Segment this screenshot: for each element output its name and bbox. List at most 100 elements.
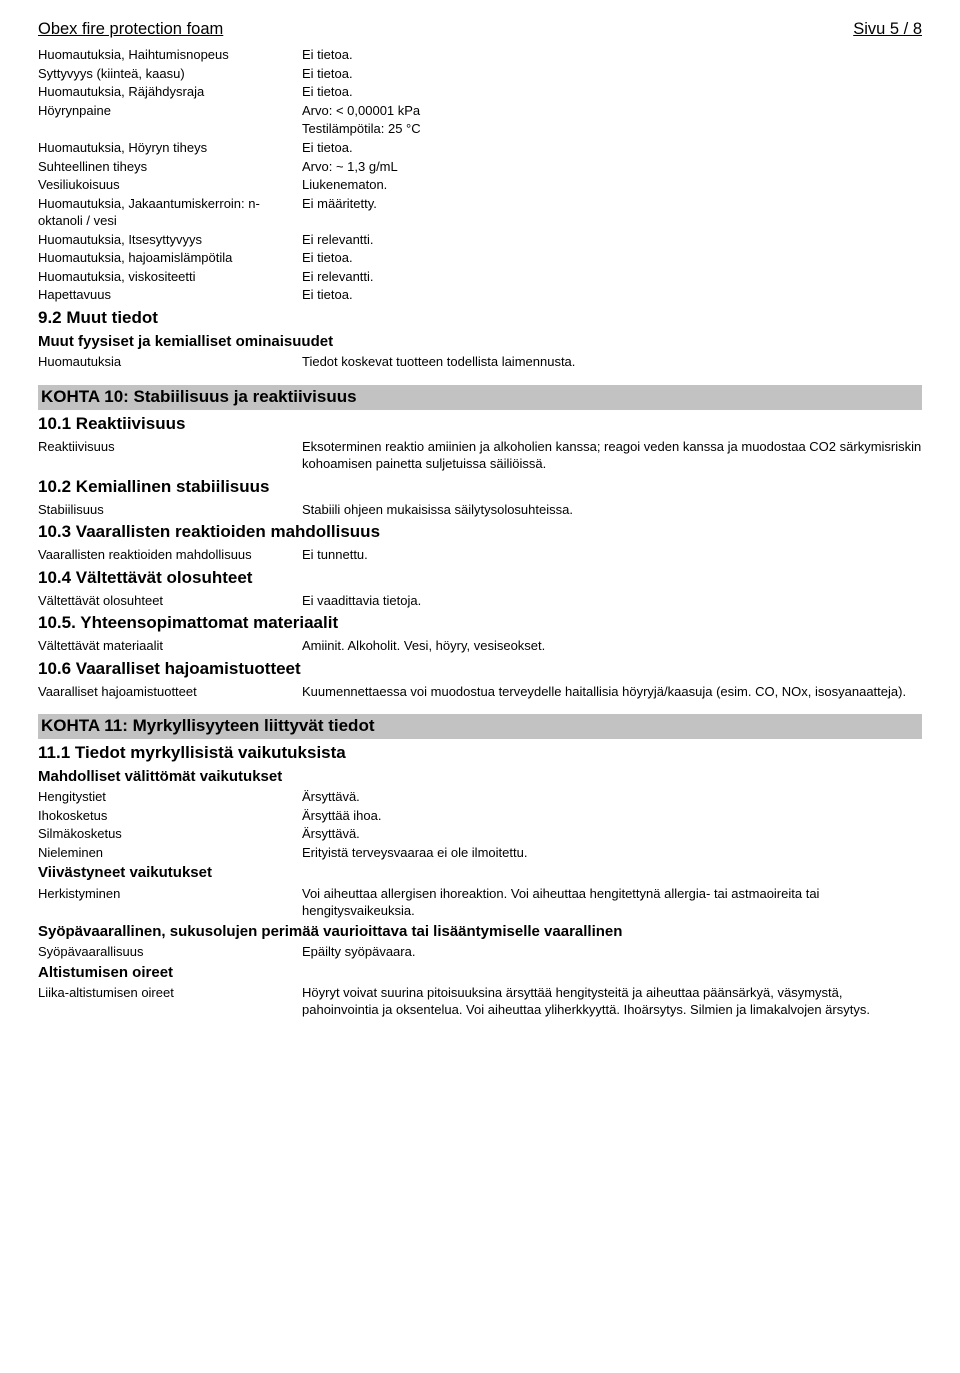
kv-row: Liika-altistumisen oireetHöyryt voivat s…: [38, 984, 922, 1019]
prop-row: VesiliukoisuusLiukenematon.: [38, 176, 922, 194]
prop-row: Huomautuksia, viskositeettiEi relevantti…: [38, 268, 922, 286]
prop-row: Testilämpötila: 25 °C: [38, 120, 922, 138]
kv-key: Herkistyminen: [38, 885, 302, 920]
delayed-effects-title: Viivästyneet vaikutukset: [38, 863, 922, 883]
kv-row: NieleminenErityistä terveysvaaraa ei ole…: [38, 844, 922, 862]
kv-val: Epäilty syöpävaara.: [302, 943, 922, 961]
kv-val: Ärsyttävä.: [302, 825, 922, 843]
immediate-effects-title: Mahdolliset välittömät vaikutukset: [38, 767, 922, 787]
kv-key: Stabiilisuus: [38, 501, 302, 519]
prop-key: Huomautuksia, hajoamislämpötila: [38, 249, 302, 267]
prop-key: Huomautuksia, Jakaantumiskerroin: n-okta…: [38, 195, 302, 230]
kv-val: Ärsyttävä.: [302, 788, 922, 806]
kv-val: Erityistä terveysvaaraa ei ole ilmoitett…: [302, 844, 922, 862]
prop-key: [38, 120, 302, 138]
prop-val: Ei tietoa.: [302, 46, 922, 64]
properties-block: Huomautuksia, HaihtumisnopeusEi tietoa. …: [38, 46, 922, 304]
kv-key: Vaaralliset hajoamistuotteet: [38, 683, 302, 701]
prop-row: Huomautuksia, HaihtumisnopeusEi tietoa.: [38, 46, 922, 64]
prop-key: Huomautuksia, Räjähdysraja: [38, 83, 302, 101]
kv-key: Reaktiivisuus: [38, 438, 302, 473]
kv-key: Nieleminen: [38, 844, 302, 862]
prop-row: HapettavuusEi tietoa.: [38, 286, 922, 304]
kv-row: HerkistyminenVoi aiheuttaa allergisen ih…: [38, 885, 922, 920]
kv-row: HuomautuksiaTiedot koskevat tuotteen tod…: [38, 353, 922, 371]
kv-key: Vältettävät materiaalit: [38, 637, 302, 655]
kv-val: Ärsyttää ihoa.: [302, 807, 922, 825]
prop-key: Suhteellinen tiheys: [38, 158, 302, 176]
kv-key: Vältettävät olosuhteet: [38, 592, 302, 610]
kv-val: Voi aiheuttaa allergisen ihoreaktion. Vo…: [302, 885, 922, 920]
page-number: Sivu 5 / 8: [853, 18, 922, 40]
prop-row: HöyrynpaineArvo: < 0,00001 kPa: [38, 102, 922, 120]
section-10-3-title: 10.3 Vaarallisten reaktioiden mahdollisu…: [38, 521, 922, 544]
kv-row: Vaarallisten reaktioiden mahdollisuusEi …: [38, 546, 922, 564]
prop-key: Hapettavuus: [38, 286, 302, 304]
kv-val: Eksoterminen reaktio amiinien ja alkohol…: [302, 438, 922, 473]
section-10-6-title: 10.6 Vaaralliset hajoamistuotteet: [38, 658, 922, 681]
kv-key: Silmäkosketus: [38, 825, 302, 843]
kv-row: Vaaralliset hajoamistuotteetKuumennettae…: [38, 683, 922, 701]
section-11-bar: KOHTA 11: Myrkyllisyyteen liittyvät tied…: [38, 714, 922, 739]
prop-row: Syttyvyys (kiinteä, kaasu)Ei tietoa.: [38, 65, 922, 83]
prop-row: Huomautuksia, Höyryn tiheysEi tietoa.: [38, 139, 922, 157]
prop-val: Ei tietoa.: [302, 249, 922, 267]
prop-val: Arvo: < 0,00001 kPa: [302, 102, 922, 120]
section-10-1-title: 10.1 Reaktiivisuus: [38, 413, 922, 436]
kv-val: Kuumennettaessa voi muodostua terveydell…: [302, 683, 922, 701]
prop-key: Syttyvyys (kiinteä, kaasu): [38, 65, 302, 83]
section-10-2-title: 10.2 Kemiallinen stabiilisuus: [38, 476, 922, 499]
kv-key: Vaarallisten reaktioiden mahdollisuus: [38, 546, 302, 564]
prop-row: Huomautuksia, Jakaantumiskerroin: n-okta…: [38, 195, 922, 230]
prop-key: Höyrynpaine: [38, 102, 302, 120]
kv-row: IhokosketusÄrsyttää ihoa.: [38, 807, 922, 825]
kv-key: Liika-altistumisen oireet: [38, 984, 302, 1019]
kv-val: Ei vaadittavia tietoja.: [302, 592, 922, 610]
kv-row: HengitystietÄrsyttävä.: [38, 788, 922, 806]
prop-val: Ei relevantti.: [302, 268, 922, 286]
prop-val: Ei tietoa.: [302, 83, 922, 101]
kv-key: Syöpävaarallisuus: [38, 943, 302, 961]
kv-row: ReaktiivisuusEksoterminen reaktio amiini…: [38, 438, 922, 473]
prop-row: Suhteellinen tiheysArvo: ~ 1,3 g/mL: [38, 158, 922, 176]
kv-key: Hengitystiet: [38, 788, 302, 806]
kv-key: Ihokosketus: [38, 807, 302, 825]
prop-val: Testilämpötila: 25 °C: [302, 120, 922, 138]
prop-val: Ei tietoa.: [302, 286, 922, 304]
prop-key: Huomautuksia, Höyryn tiheys: [38, 139, 302, 157]
kv-key: Huomautuksia: [38, 353, 302, 371]
kv-val: Stabiili ohjeen mukaisissa säilytysolosu…: [302, 501, 922, 519]
kv-row: Vältettävät olosuhteetEi vaadittavia tie…: [38, 592, 922, 610]
section-9-2-sub: Muut fyysiset ja kemialliset ominaisuude…: [38, 332, 922, 352]
prop-row: Huomautuksia, RäjähdysrajaEi tietoa.: [38, 83, 922, 101]
kv-row: SilmäkosketusÄrsyttävä.: [38, 825, 922, 843]
section-11-1-title: 11.1 Tiedot myrkyllisistä vaikutuksista: [38, 742, 922, 765]
kv-val: Höyryt voivat suurina pitoisuuksina ärsy…: [302, 984, 922, 1019]
prop-key: Huomautuksia, Itsesyttyvyys: [38, 231, 302, 249]
cancer-title: Syöpävaarallinen, sukusolujen perimää va…: [38, 922, 922, 942]
kv-row: Vältettävät materiaalitAmiinit. Alkoholi…: [38, 637, 922, 655]
page-header: Obex fire protection foam Sivu 5 / 8: [38, 18, 922, 40]
prop-row: Huomautuksia, hajoamislämpötilaEi tietoa…: [38, 249, 922, 267]
prop-val: Ei relevantti.: [302, 231, 922, 249]
prop-key: Huomautuksia, viskositeetti: [38, 268, 302, 286]
section-10-bar: KOHTA 10: Stabiilisuus ja reaktiivisuus: [38, 385, 922, 410]
doc-title: Obex fire protection foam: [38, 18, 223, 40]
section-10-5-title: 10.5. Yhteensopimattomat materiaalit: [38, 612, 922, 635]
prop-row: Huomautuksia, ItsesyttyvyysEi relevantti…: [38, 231, 922, 249]
kv-val: Tiedot koskevat tuotteen todellista laim…: [302, 353, 922, 371]
section-10-4-title: 10.4 Vältettävät olosuhteet: [38, 567, 922, 590]
kv-val: Amiinit. Alkoholit. Vesi, höyry, vesiseo…: [302, 637, 922, 655]
prop-val: Ei tietoa.: [302, 65, 922, 83]
prop-val: Liukenematon.: [302, 176, 922, 194]
prop-key: Huomautuksia, Haihtumisnopeus: [38, 46, 302, 64]
symptoms-title: Altistumisen oireet: [38, 963, 922, 983]
kv-row: SyöpävaarallisuusEpäilty syöpävaara.: [38, 943, 922, 961]
prop-val: Arvo: ~ 1,3 g/mL: [302, 158, 922, 176]
kv-row: StabiilisuusStabiili ohjeen mukaisissa s…: [38, 501, 922, 519]
prop-key: Vesiliukoisuus: [38, 176, 302, 194]
kv-val: Ei tunnettu.: [302, 546, 922, 564]
prop-val: Ei määritetty.: [302, 195, 922, 230]
prop-val: Ei tietoa.: [302, 139, 922, 157]
section-9-2-title: 9.2 Muut tiedot: [38, 307, 922, 330]
